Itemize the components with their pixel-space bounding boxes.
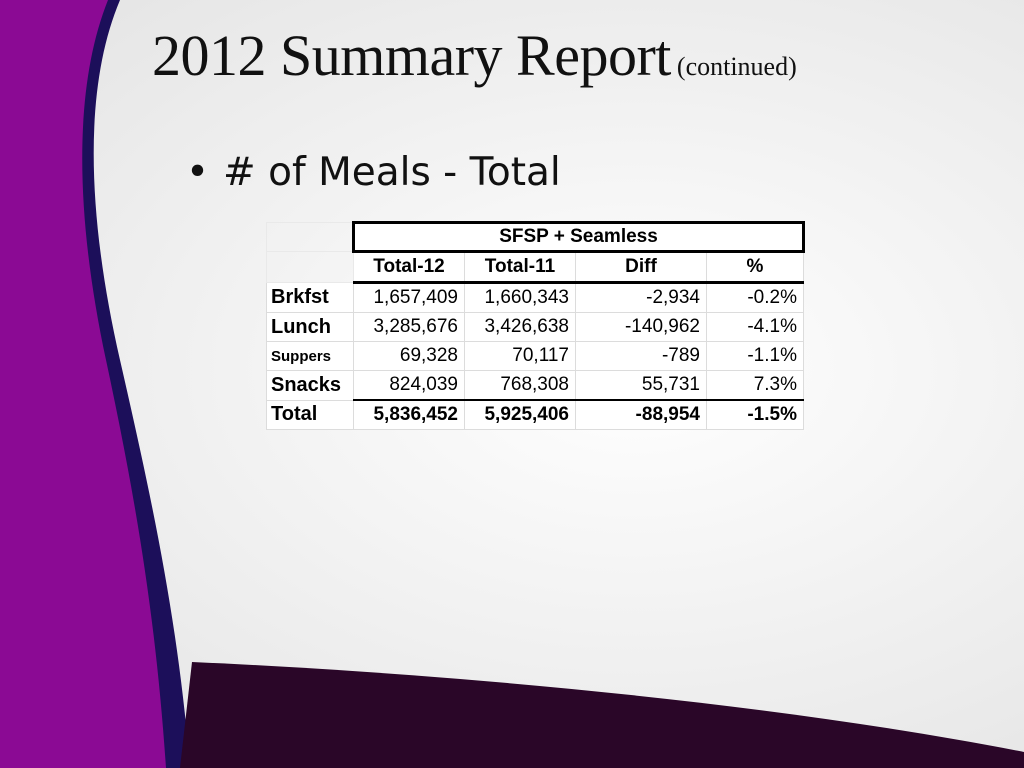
cell-percent: -1.1%: [706, 341, 804, 371]
table-row: Suppers 69,328 70,117 -789 -1.1%: [266, 341, 804, 371]
cell-diff: 55,731: [575, 370, 707, 401]
bullet-point: • # of Meals - Total: [186, 150, 561, 195]
dark-bottom-band: [180, 662, 1024, 768]
col-header-total-11: Total-11: [464, 251, 576, 284]
cell-total-12: 1,657,409: [353, 282, 465, 313]
title-sub: (continued): [676, 52, 797, 81]
row-label: Snacks: [266, 370, 354, 401]
row-label: Suppers: [266, 341, 354, 371]
title-main: 2012 Summary Report: [152, 23, 671, 88]
purple-swoosh: [0, 0, 166, 768]
cell-total-11: 1,660,343: [464, 282, 576, 313]
cell-total-11: 768,308: [464, 370, 576, 401]
cell-diff: -2,934: [575, 282, 707, 313]
corner-cell: [266, 251, 354, 283]
cell-percent: -4.1%: [706, 312, 804, 342]
cell-total-12: 3,285,676: [353, 312, 465, 342]
cell-total-12: 5,836,452: [353, 399, 465, 430]
table-row: Brkfst 1,657,409 1,660,343 -2,934 -0.2%: [266, 282, 804, 313]
cell-total-11: 5,925,406: [464, 399, 576, 430]
col-header-percent: %: [706, 251, 804, 284]
cell-percent: 7.3%: [706, 370, 804, 401]
cell-diff: -88,954: [575, 399, 707, 430]
cell-percent: -0.2%: [706, 282, 804, 313]
meals-table: SFSP + Seamless Total-12 Total-11 Diff %…: [266, 221, 805, 430]
group-header-row: SFSP + Seamless: [266, 221, 805, 253]
cell-diff: -789: [575, 341, 707, 371]
row-label: Brkfst: [266, 282, 354, 313]
col-header-total-12: Total-12: [353, 251, 465, 284]
corner-cell: [266, 222, 354, 252]
table-row: Lunch 3,285,676 3,426,638 -140,962 -4.1%: [266, 312, 804, 342]
group-header: SFSP + Seamless: [352, 221, 805, 253]
row-label: Total: [266, 399, 354, 430]
row-label: Lunch: [266, 312, 354, 342]
cell-total-11: 70,117: [464, 341, 576, 371]
col-header-diff: Diff: [575, 251, 707, 284]
column-header-row: Total-12 Total-11 Diff %: [266, 251, 804, 284]
cell-total-12: 69,328: [353, 341, 465, 371]
table-row: Snacks 824,039 768,308 55,731 7.3%: [266, 370, 804, 401]
bullet-text: # of Meals - Total: [223, 150, 561, 195]
cell-percent: -1.5%: [706, 399, 804, 430]
bullet-marker: •: [186, 150, 210, 195]
total-row: Total 5,836,452 5,925,406 -88,954 -1.5%: [266, 399, 804, 430]
cell-total-11: 3,426,638: [464, 312, 576, 342]
cell-diff: -140,962: [575, 312, 707, 342]
slide-title: 2012 Summary Report (continued): [152, 22, 797, 89]
cell-total-12: 824,039: [353, 370, 465, 401]
